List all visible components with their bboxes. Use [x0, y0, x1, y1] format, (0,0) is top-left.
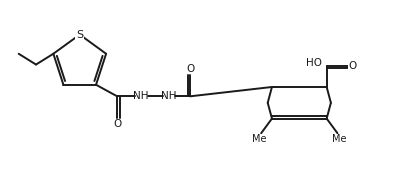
Text: Me: Me [252, 134, 266, 144]
Text: NH: NH [133, 91, 149, 101]
Text: Me: Me [331, 134, 346, 144]
Text: O: O [113, 120, 121, 129]
Text: S: S [76, 30, 83, 40]
Text: O: O [185, 64, 194, 74]
Text: O: O [347, 61, 356, 71]
Text: HO: HO [306, 58, 322, 68]
Text: NH: NH [161, 91, 176, 101]
